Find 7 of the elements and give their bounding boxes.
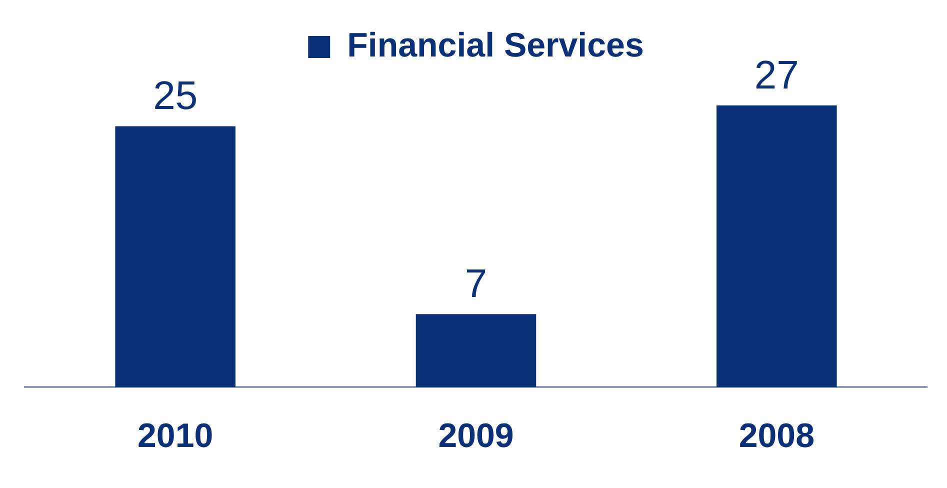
x-tick-label: 2010 [138,416,214,455]
x-tick-label: 2008 [738,416,814,455]
data-label: 25 [153,74,198,118]
x-tick-label: 2009 [438,416,514,455]
legend-label: Financial Services [347,26,644,64]
data-label: 7 [464,262,488,306]
data-label: 27 [754,53,799,98]
